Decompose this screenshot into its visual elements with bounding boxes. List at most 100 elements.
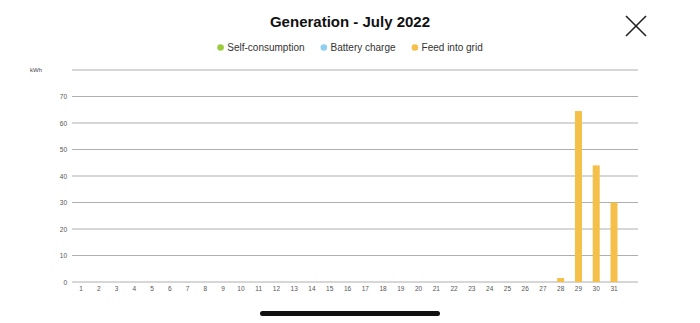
x-tick-label: 3 bbox=[115, 285, 119, 292]
legend-label: Battery charge bbox=[331, 42, 396, 53]
bar bbox=[451, 282, 458, 283]
bar bbox=[78, 282, 85, 283]
bar bbox=[415, 282, 422, 283]
x-tick-label: 20 bbox=[415, 285, 423, 292]
legend-item: Self-consumption bbox=[217, 42, 304, 53]
bar bbox=[486, 282, 493, 283]
bar bbox=[273, 282, 280, 283]
bar bbox=[593, 165, 600, 282]
bar bbox=[131, 282, 138, 283]
x-tick-label: 5 bbox=[150, 285, 154, 292]
y-tick-label: 20 bbox=[60, 226, 68, 233]
grid-line bbox=[72, 202, 638, 203]
x-tick-label: 6 bbox=[168, 285, 172, 292]
x-tick-label: 23 bbox=[468, 285, 476, 292]
legend-item: Battery charge bbox=[321, 42, 396, 53]
x-tick-label: 13 bbox=[291, 285, 299, 292]
bar bbox=[486, 282, 493, 283]
bar bbox=[220, 282, 227, 283]
y-tick-label: 50 bbox=[60, 146, 68, 153]
bar bbox=[149, 282, 156, 283]
close-icon-stroke bbox=[626, 16, 646, 36]
bar bbox=[255, 282, 262, 283]
x-tick-label: 31 bbox=[610, 285, 618, 292]
y-tick-label: 0 bbox=[63, 279, 67, 286]
bar bbox=[78, 282, 85, 283]
bar bbox=[468, 282, 475, 283]
bar bbox=[433, 282, 440, 283]
bar bbox=[95, 282, 102, 283]
bar bbox=[166, 282, 173, 283]
bar bbox=[380, 282, 387, 283]
x-tick-label: 27 bbox=[539, 285, 547, 292]
bar bbox=[468, 282, 475, 283]
bar bbox=[113, 282, 120, 283]
close-icon[interactable] bbox=[626, 16, 646, 36]
bar bbox=[504, 282, 511, 283]
bar bbox=[557, 278, 564, 282]
bar bbox=[380, 282, 387, 283]
y-tick-label: 70 bbox=[60, 93, 68, 100]
x-tick-label: 29 bbox=[575, 285, 583, 292]
bar bbox=[397, 282, 404, 283]
bar bbox=[291, 282, 298, 283]
x-tick-label: 11 bbox=[255, 285, 262, 292]
grid-line bbox=[72, 176, 638, 177]
legend-label: Self-consumption bbox=[227, 42, 304, 53]
bar bbox=[344, 282, 351, 283]
bar bbox=[539, 282, 546, 283]
bar bbox=[397, 282, 404, 283]
bar bbox=[149, 282, 156, 283]
grid-line bbox=[72, 149, 638, 150]
bar bbox=[522, 282, 529, 283]
bar bbox=[202, 282, 209, 283]
bar bbox=[433, 282, 440, 283]
bar bbox=[184, 282, 191, 283]
bar bbox=[184, 282, 191, 283]
y-tick-label: 30 bbox=[60, 199, 68, 206]
bar bbox=[415, 282, 422, 283]
bar bbox=[433, 282, 440, 283]
bar bbox=[291, 282, 298, 283]
bar bbox=[237, 282, 244, 283]
x-tick-label: 18 bbox=[379, 285, 387, 292]
bar bbox=[237, 282, 244, 283]
bar bbox=[131, 282, 138, 283]
x-tick-label: 17 bbox=[362, 285, 370, 292]
bar bbox=[397, 282, 404, 283]
legend-swatch bbox=[217, 44, 224, 51]
x-tick-label: 8 bbox=[204, 285, 208, 292]
bar bbox=[202, 282, 209, 283]
bar bbox=[326, 282, 333, 283]
grid-line bbox=[72, 96, 638, 97]
grid-line bbox=[72, 282, 638, 283]
x-tick-label: 14 bbox=[308, 285, 316, 292]
bar bbox=[273, 282, 280, 283]
bar bbox=[255, 282, 262, 283]
bar bbox=[539, 282, 546, 283]
bar bbox=[237, 282, 244, 283]
bar bbox=[273, 282, 280, 283]
bar bbox=[380, 282, 387, 283]
chart: Generation - July 2022 Self-consumption Ba… bbox=[0, 0, 700, 323]
bar bbox=[362, 282, 369, 283]
bar bbox=[486, 282, 493, 283]
bar bbox=[308, 282, 315, 283]
x-tick-label: 21 bbox=[433, 285, 441, 292]
bar bbox=[451, 282, 458, 283]
bar bbox=[522, 282, 529, 283]
bar bbox=[131, 282, 138, 283]
bar bbox=[202, 282, 209, 283]
bar bbox=[344, 282, 351, 283]
bar bbox=[78, 282, 85, 283]
plot-frame bbox=[72, 70, 638, 71]
bar bbox=[308, 282, 315, 283]
bar bbox=[220, 282, 227, 283]
title: Generation - July 2022 bbox=[270, 13, 430, 30]
x-tick-label: 10 bbox=[237, 285, 245, 292]
bar bbox=[522, 282, 529, 283]
x-tick-label: 2 bbox=[97, 285, 101, 292]
bar bbox=[184, 282, 191, 283]
x-tick-label: 26 bbox=[522, 285, 530, 292]
home-indicator bbox=[260, 311, 440, 316]
